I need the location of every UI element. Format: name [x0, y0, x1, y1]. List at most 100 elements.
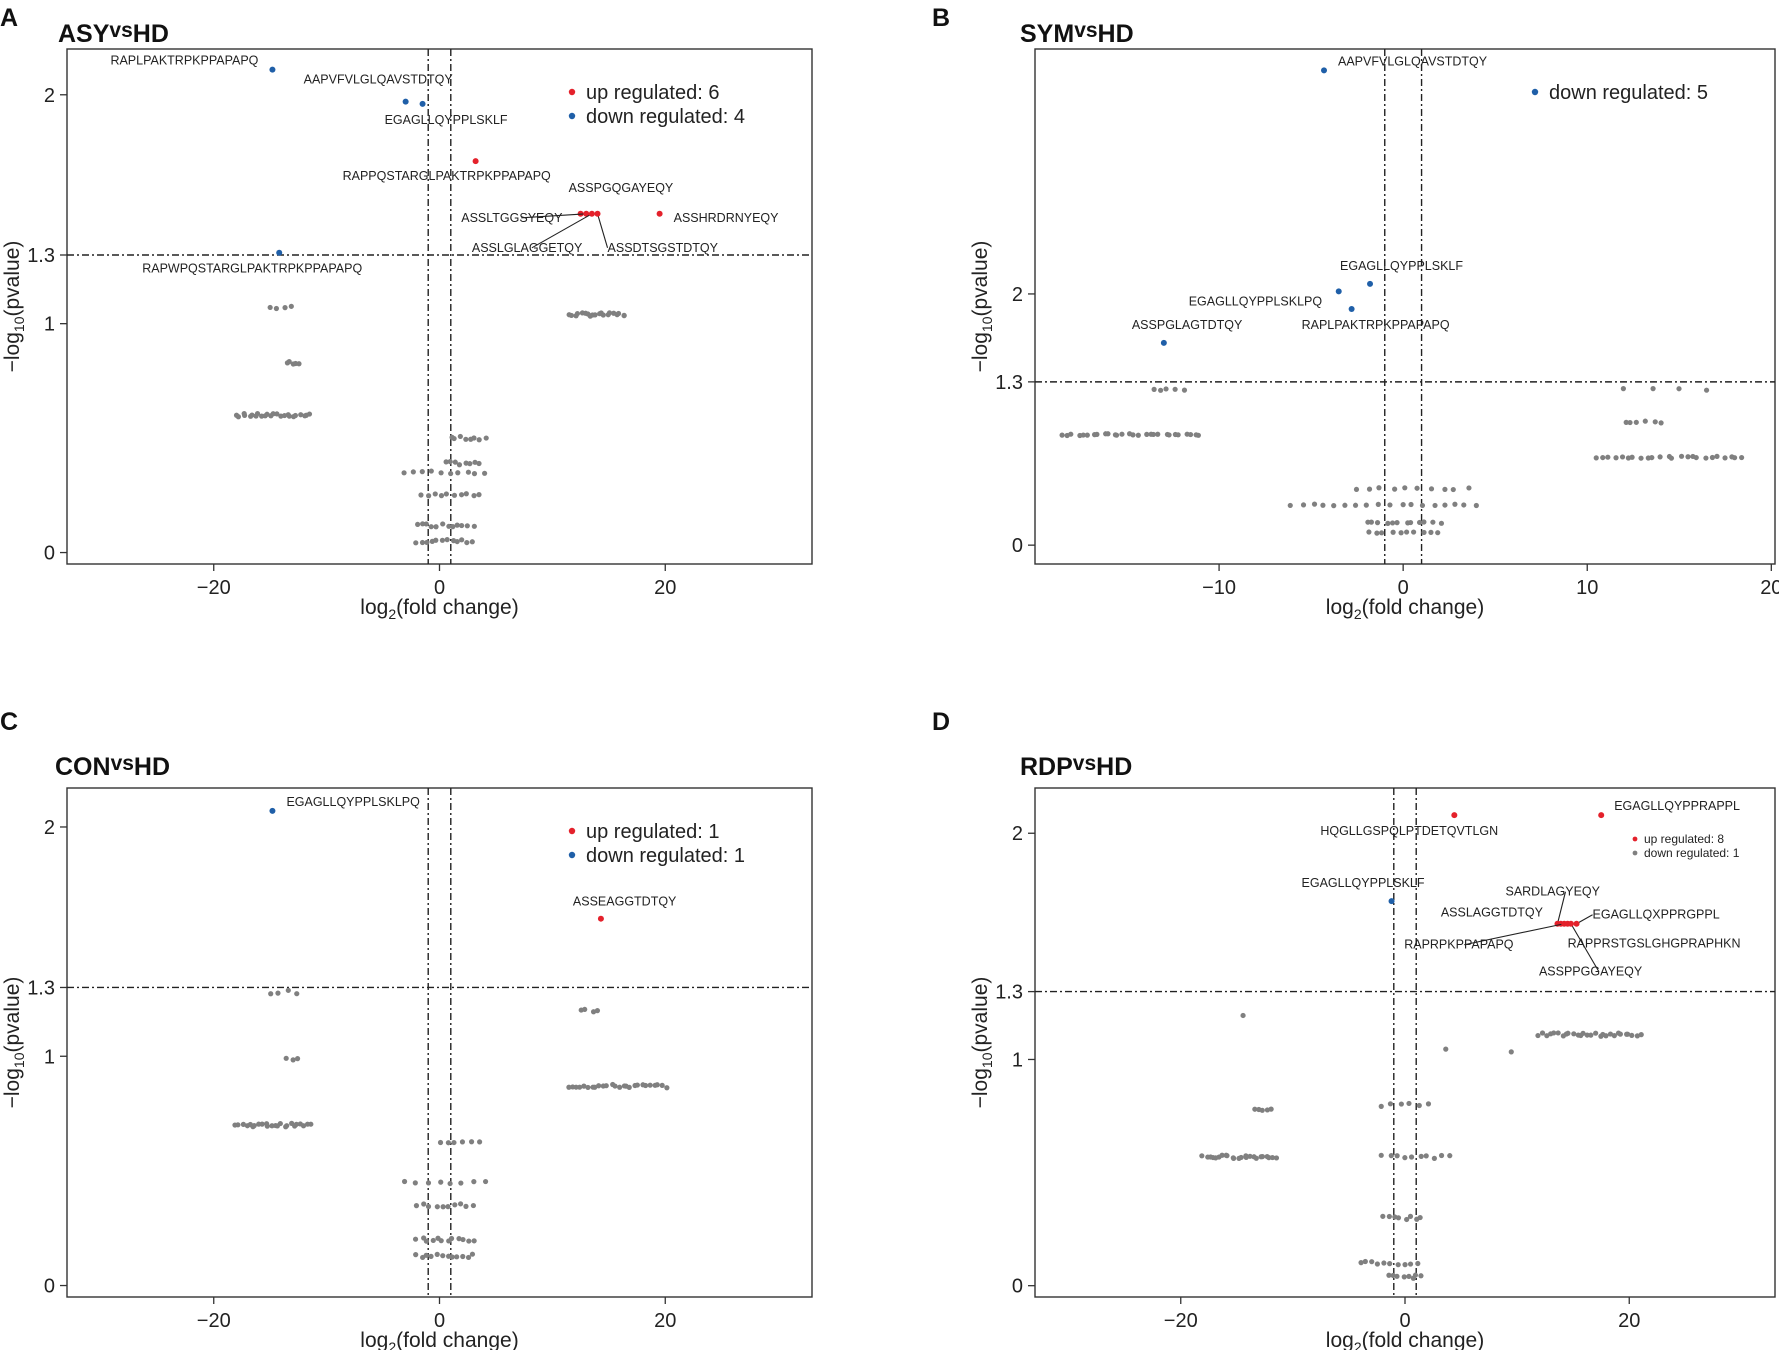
- ns-point: [617, 1084, 623, 1090]
- ns-point: [659, 1082, 665, 1088]
- ns-point: [1158, 387, 1164, 393]
- y-tick-label: 0: [1012, 1276, 1023, 1298]
- ns-point: [1380, 1213, 1386, 1219]
- ns-point: [413, 540, 419, 546]
- ns-point: [467, 461, 473, 467]
- panel-label: A: [0, 4, 18, 32]
- ns-point: [1151, 386, 1157, 392]
- ns-point: [1649, 454, 1655, 461]
- ns-point: [401, 470, 407, 476]
- ns-point: [1431, 1155, 1437, 1161]
- ns-point: [1428, 529, 1434, 535]
- ns-point: [460, 1253, 466, 1260]
- ns-point: [430, 1237, 436, 1244]
- ns-point: [566, 1084, 572, 1090]
- ns-point: [463, 436, 469, 442]
- ns-point: [615, 310, 622, 317]
- ns-point: [434, 1251, 440, 1257]
- ns-point: [445, 1204, 451, 1210]
- ns-point: [1172, 386, 1178, 392]
- up-regulated-point: [588, 210, 595, 217]
- ns-point: [1732, 455, 1738, 461]
- ns-point: [428, 1253, 434, 1259]
- y-axis-label: −log10(pvalue): [969, 241, 995, 373]
- ns-point: [1266, 1155, 1272, 1161]
- y-axis-label: −log10(pvalue): [969, 977, 995, 1109]
- ns-point: [1366, 486, 1373, 492]
- ns-point: [1593, 455, 1599, 461]
- ns-point: [1421, 529, 1427, 536]
- ns-point: [1603, 1033, 1609, 1039]
- ns-point: [1404, 1216, 1410, 1223]
- x-tick-label: 0: [434, 1310, 445, 1332]
- legend-entry: down regulated: 5: [1549, 82, 1708, 104]
- ns-point: [482, 470, 488, 476]
- ns-point: [451, 492, 458, 498]
- label-connector: [531, 213, 593, 249]
- ns-point: [471, 523, 477, 529]
- ns-point: [274, 411, 280, 417]
- ns-point: [1565, 1030, 1571, 1036]
- panel-title: CONvsHD: [55, 752, 170, 781]
- ns-point: [1722, 455, 1728, 461]
- ns-point: [1611, 1033, 1617, 1039]
- ns-point: [1224, 1153, 1230, 1159]
- ns-point: [1657, 454, 1663, 460]
- point-label: ASSLTGGSYEQY: [461, 211, 563, 225]
- ns-point: [1432, 502, 1438, 509]
- ns-point: [1389, 520, 1396, 526]
- ns-point: [457, 1201, 464, 1207]
- ns-point: [286, 413, 292, 419]
- y-tick-label: 1.3: [27, 977, 55, 999]
- ns-point: [634, 1082, 640, 1088]
- ns-point: [1406, 1100, 1412, 1107]
- ns-point: [1381, 1260, 1387, 1266]
- ns-point: [290, 1057, 296, 1063]
- ns-point: [464, 523, 470, 529]
- ns-point: [438, 493, 445, 499]
- ns-point: [456, 462, 463, 468]
- point-label: ASSPGQGAYEQY: [569, 181, 674, 195]
- ns-point: [434, 1204, 440, 1210]
- ns-point: [457, 433, 463, 440]
- ns-point: [1623, 419, 1629, 425]
- y-tick-label: 0: [44, 1276, 55, 1298]
- ns-point: [1406, 1273, 1412, 1279]
- ns-point: [1593, 1030, 1599, 1036]
- point-label: RAPRPKPPAPAPQ: [1404, 938, 1514, 952]
- ns-point: [1394, 1273, 1400, 1279]
- ns-point: [1627, 419, 1633, 426]
- ns-point: [283, 1055, 289, 1061]
- ns-point: [594, 1008, 601, 1014]
- ns-point: [1363, 502, 1369, 508]
- ns-point: [1416, 519, 1423, 526]
- ns-point: [1273, 1155, 1280, 1161]
- ns-point: [1435, 530, 1441, 536]
- ns-point: [1415, 1260, 1421, 1267]
- panel-b: B SYMvsHD −10 0 10 20 0 1.3 2 log2(fold change) −l…: [932, 4, 1779, 622]
- ns-point: [466, 1238, 472, 1244]
- ns-point: [1374, 530, 1380, 536]
- ns-point: [1605, 454, 1611, 460]
- ns-point: [483, 435, 489, 441]
- ns-point: [428, 468, 434, 474]
- ns-point: [1320, 502, 1326, 508]
- ns-point: [1442, 502, 1448, 508]
- ns-point: [1219, 1152, 1225, 1158]
- ns-point: [1199, 1153, 1205, 1159]
- ns-point: [482, 1178, 489, 1185]
- ns-point: [1252, 1106, 1258, 1112]
- down-regulated-point: [419, 100, 426, 107]
- legend-marker: [1632, 850, 1638, 856]
- ns-point: [472, 459, 478, 465]
- ns-point: [1625, 1031, 1631, 1037]
- ns-point: [1385, 520, 1391, 526]
- x-axis-label: log2(fold change): [1326, 596, 1484, 622]
- ns-point: [1195, 432, 1201, 438]
- ns-point: [425, 1203, 432, 1210]
- ns-point: [445, 1140, 452, 1146]
- ns-point: [1613, 455, 1619, 461]
- legend-entry: up regulated: 8: [1644, 832, 1724, 846]
- ns-point: [300, 1123, 307, 1129]
- ns-point: [465, 469, 472, 475]
